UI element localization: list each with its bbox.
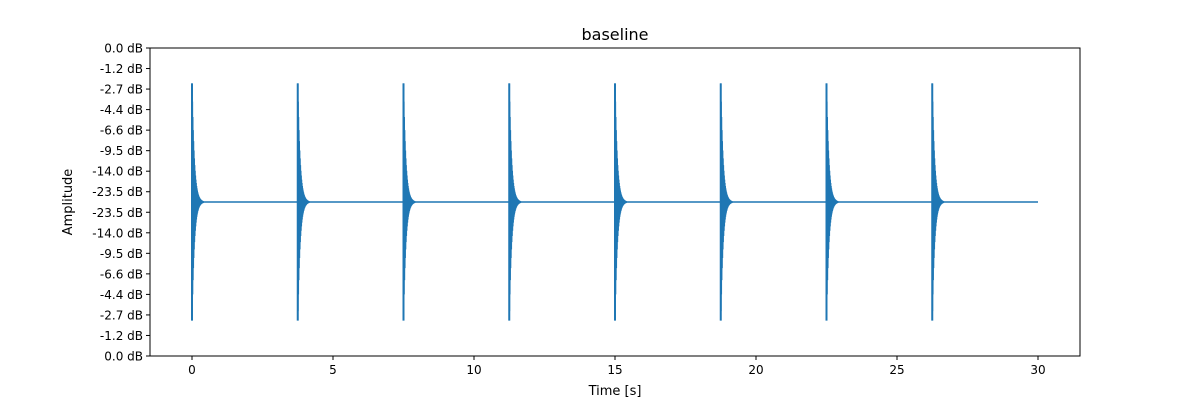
y-tick-label: -23.5 dB <box>92 206 143 220</box>
x-tick-label: 25 <box>889 363 904 377</box>
y-tick-label: -14.0 dB <box>92 226 143 240</box>
y-tick-label: -9.5 dB <box>100 144 143 158</box>
x-axis: 0 5 10 15 20 25 30 <box>188 356 1046 377</box>
y-tick-label: -23.5 dB <box>92 185 143 199</box>
y-axis: 0.0 dB -1.2 dB -2.7 dB -4.4 dB -6.6 dB -9.5 d… <box>92 42 150 364</box>
x-tick-label: 15 <box>607 363 622 377</box>
chart-title: baseline <box>581 25 648 44</box>
impulse <box>508 83 522 312</box>
impulse <box>614 83 628 312</box>
y-tick-label: -9.5 dB <box>100 247 143 261</box>
impulse <box>191 83 205 312</box>
y-tick-label: -14.0 dB <box>92 165 143 179</box>
y-tick-label: -2.7 dB <box>100 308 143 322</box>
impulse <box>297 83 310 312</box>
y-tick-label: 0.0 dB <box>104 42 143 56</box>
impulse <box>825 83 839 312</box>
y-tick-label: -4.4 dB <box>100 288 143 302</box>
x-tick-label: 10 <box>466 363 481 377</box>
impulse <box>402 83 416 312</box>
y-tick-label: 0.0 dB <box>104 350 143 364</box>
y-tick-label: -2.7 dB <box>100 83 143 97</box>
y-tick-label: -1.2 dB <box>100 62 143 76</box>
x-tick-label: 5 <box>329 363 337 377</box>
impulse <box>931 83 945 312</box>
y-axis-label: Amplitude <box>61 169 76 236</box>
x-axis-label: Time [s] <box>588 384 642 399</box>
y-tick-label: -6.6 dB <box>100 124 143 138</box>
waveform-series <box>191 83 1038 321</box>
impulse <box>720 83 733 312</box>
y-tick-label: -4.4 dB <box>100 103 143 117</box>
y-tick-label: -6.6 dB <box>100 267 143 281</box>
x-tick-label: 0 <box>188 363 196 377</box>
x-tick-label: 20 <box>748 363 763 377</box>
y-tick-label: -1.2 dB <box>100 329 143 343</box>
x-tick-label: 30 <box>1030 363 1045 377</box>
